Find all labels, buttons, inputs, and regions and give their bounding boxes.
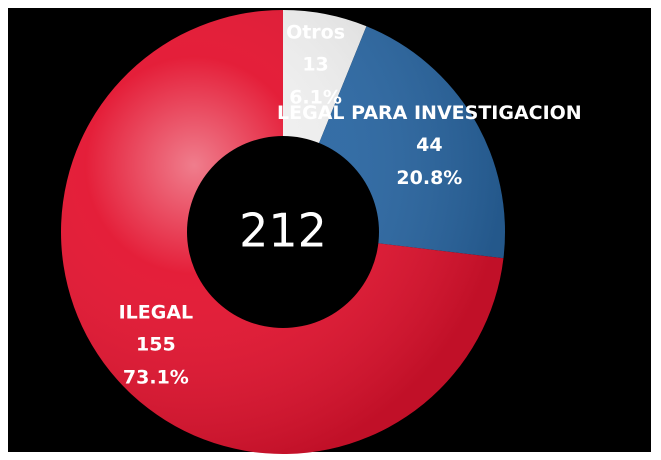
slice-percent: 6.1% — [289, 87, 342, 109]
slice-label: Otros — [286, 22, 345, 44]
slice-value: 155 — [136, 333, 176, 355]
slice-label: ILEGAL — [119, 301, 194, 323]
slice-label: LEGAL PARA INVESTIGACION — [277, 102, 582, 124]
slice-value: 44 — [416, 134, 442, 156]
slice-percent: 73.1% — [123, 366, 189, 388]
total-label: 212 — [239, 204, 327, 258]
donut-hole — [187, 136, 379, 328]
slice-percent: 20.8% — [396, 167, 462, 189]
slice-value: 13 — [302, 54, 328, 76]
